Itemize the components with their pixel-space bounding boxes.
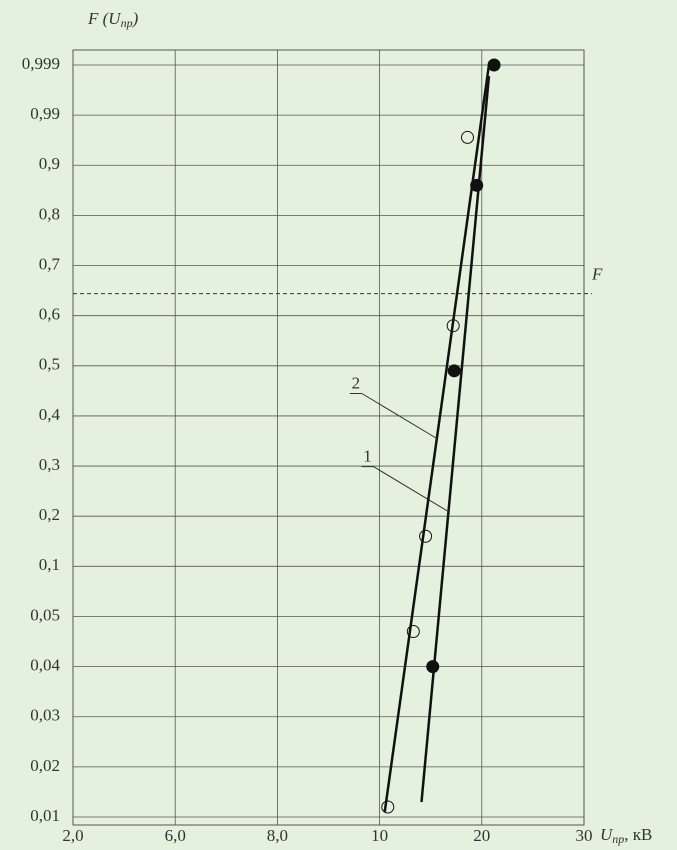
series-label: 2 [352, 373, 361, 392]
fit-line [383, 64, 491, 813]
y-tick-label: 0,999 [22, 54, 60, 73]
y-title-sub: пр [121, 16, 133, 30]
y-tick-label: 0,02 [30, 756, 60, 775]
y-tick-label: 0,99 [30, 104, 60, 123]
y-axis-title: F (Uпр) [87, 9, 139, 30]
y-title-end: ) [132, 9, 139, 28]
y-tick-label: 0,4 [39, 405, 61, 424]
fit-line [420, 76, 491, 803]
y-tick-label: 0,03 [30, 706, 60, 725]
x-tick-label: 6,0 [165, 826, 186, 845]
x-tick-label: 8,0 [267, 826, 288, 845]
y-tick-label: 0,3 [39, 455, 60, 474]
x-tick-label: 20 [473, 826, 490, 845]
data-point [426, 660, 440, 674]
x-title-sub: пр [612, 832, 624, 846]
y-tick-label: 0,01 [30, 806, 60, 825]
reference-label: F [591, 265, 603, 284]
x-title-end: , кВ [624, 825, 652, 844]
y-tick-label: 0,5 [39, 355, 60, 374]
data-point [487, 58, 501, 72]
y-tick-label: 0,8 [39, 204, 60, 223]
data-point [446, 319, 460, 333]
data-point [419, 529, 433, 543]
x-tick-label: 30 [576, 826, 593, 845]
data-point [406, 625, 420, 639]
data-point [381, 800, 395, 814]
y-tick-label: 0,04 [30, 656, 60, 675]
leader-line [361, 393, 438, 439]
y-tick-label: 0,6 [39, 305, 60, 324]
x-axis-title: Uпр, кВ [600, 825, 652, 846]
x-tick-label: 2,0 [62, 826, 83, 845]
data-point [460, 130, 474, 144]
leader-line [373, 466, 449, 513]
y-tick-label: 0,05 [30, 605, 60, 624]
x-title-main: U [600, 825, 614, 844]
series-label: 1 [363, 447, 372, 466]
y-tick-label: 0,1 [39, 555, 60, 574]
y-tick-label: 0,9 [39, 154, 60, 173]
y-tick-label: 0,7 [39, 254, 61, 273]
y-title-main: F (U [87, 9, 122, 28]
data-point [447, 364, 461, 378]
y-tick-label: 0,2 [39, 505, 60, 524]
x-tick-label: 10 [371, 826, 388, 845]
